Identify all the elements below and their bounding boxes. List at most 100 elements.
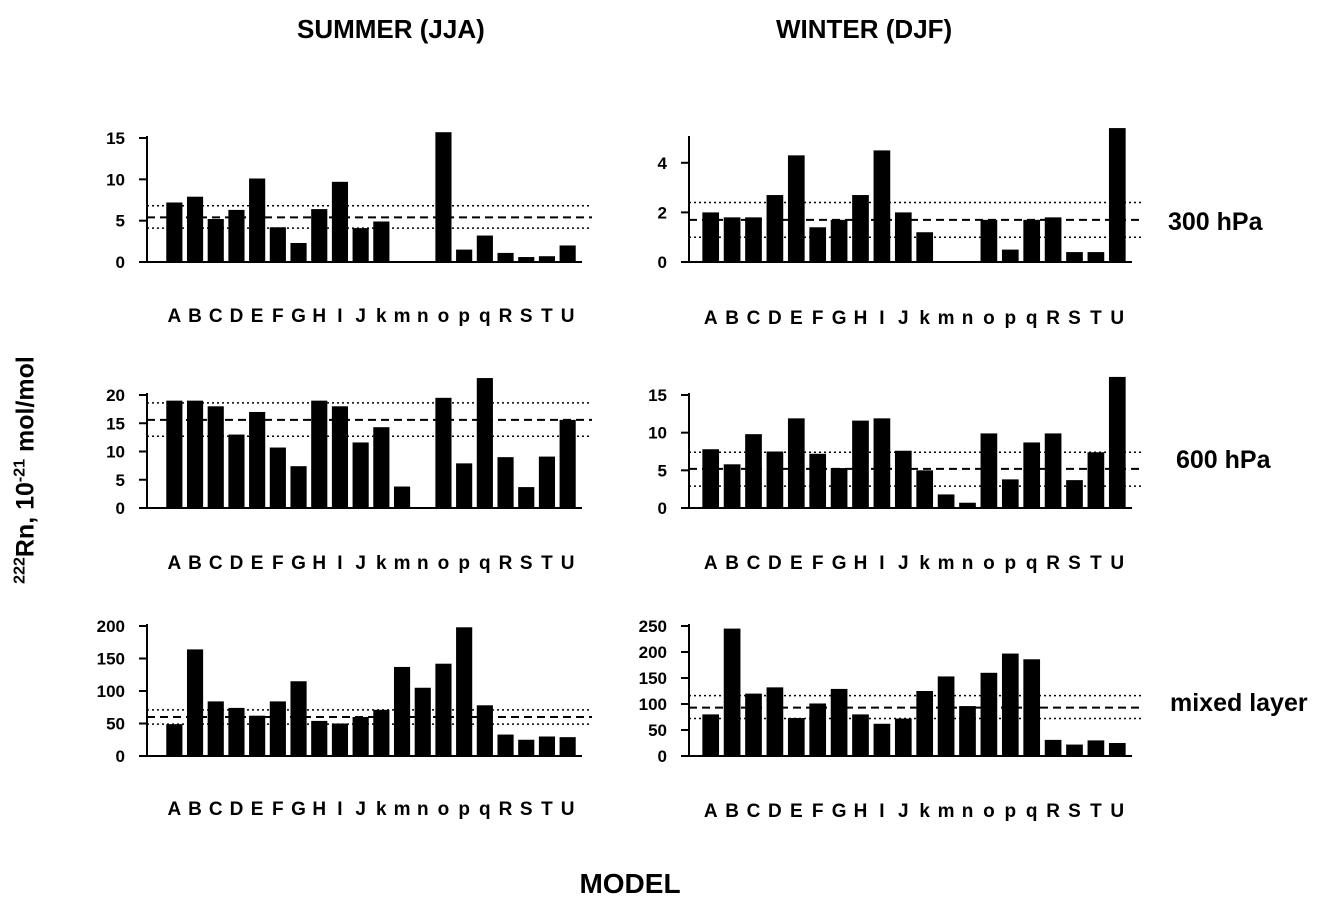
y-tick-label: 0 bbox=[658, 747, 667, 766]
bar-B bbox=[723, 217, 741, 262]
category-label: S bbox=[1068, 308, 1081, 329]
category-label: I bbox=[879, 801, 884, 822]
category-label: C bbox=[209, 799, 223, 820]
bar-D bbox=[766, 195, 784, 262]
y-tick-label: 5 bbox=[116, 471, 125, 490]
bar-H bbox=[311, 720, 328, 756]
category-label: B bbox=[725, 801, 739, 822]
bar-o bbox=[980, 672, 998, 756]
category-label: J bbox=[898, 553, 909, 574]
bar-q bbox=[1023, 442, 1041, 508]
bar-I bbox=[873, 418, 891, 508]
summer-column-title: SUMMER (JJA) bbox=[297, 14, 485, 44]
category-label: J bbox=[898, 801, 909, 822]
bar-k bbox=[373, 221, 390, 262]
category-label: k bbox=[376, 306, 387, 327]
category-label: A bbox=[167, 306, 181, 327]
bar-H bbox=[311, 400, 328, 508]
y-tick-label: 50 bbox=[106, 715, 125, 734]
bar-S bbox=[518, 257, 535, 262]
y-tick-label: 0 bbox=[658, 253, 667, 272]
bar-p bbox=[1001, 653, 1019, 756]
y-tick-label: 15 bbox=[648, 386, 667, 405]
category-label: B bbox=[188, 553, 202, 574]
category-label: q bbox=[1026, 801, 1038, 822]
bar-H bbox=[852, 714, 869, 756]
bar-T bbox=[538, 736, 556, 756]
category-label: n bbox=[962, 801, 974, 822]
category-label: p bbox=[1004, 308, 1016, 329]
category-label: I bbox=[337, 553, 342, 574]
bar-T bbox=[1087, 452, 1105, 508]
category-label: H bbox=[312, 306, 326, 327]
category-label: U bbox=[1110, 308, 1124, 329]
bar-B bbox=[723, 628, 741, 756]
bar-R bbox=[1044, 739, 1062, 756]
category-label: B bbox=[188, 306, 202, 327]
category-label: D bbox=[230, 553, 244, 574]
bar-J bbox=[352, 442, 369, 508]
category-label: S bbox=[1068, 553, 1081, 574]
category-label: n bbox=[962, 308, 974, 329]
category-label: F bbox=[812, 553, 824, 574]
category-label: k bbox=[376, 799, 387, 820]
category-label: k bbox=[376, 553, 387, 574]
category-label: E bbox=[251, 553, 264, 574]
category-label: C bbox=[747, 801, 761, 822]
bar-n bbox=[959, 706, 976, 756]
category-label: G bbox=[291, 799, 306, 820]
category-label: B bbox=[725, 308, 739, 329]
bar-n bbox=[959, 502, 976, 508]
bar-H bbox=[852, 195, 869, 262]
y-tick-label: 200 bbox=[97, 617, 125, 636]
bar-o bbox=[435, 397, 452, 508]
category-label: G bbox=[291, 306, 306, 327]
y-tick-label: 150 bbox=[639, 669, 667, 688]
bar-R bbox=[497, 734, 514, 756]
category-label: U bbox=[561, 553, 575, 574]
category-label: C bbox=[209, 553, 223, 574]
bar-m bbox=[393, 666, 411, 756]
category-label: U bbox=[1110, 801, 1124, 822]
bar-q bbox=[476, 378, 493, 508]
category-label: I bbox=[337, 306, 342, 327]
row-label-mixed-layer: mixed layer bbox=[1170, 689, 1308, 717]
bar-q bbox=[1023, 219, 1041, 262]
bar-C bbox=[207, 406, 224, 508]
category-label: C bbox=[747, 308, 761, 329]
y-tick-label: 10 bbox=[106, 443, 125, 462]
y-tick-label: 0 bbox=[116, 499, 125, 518]
category-label: D bbox=[230, 799, 244, 820]
bar-C bbox=[745, 217, 762, 262]
category-label: I bbox=[337, 799, 342, 820]
bar-D bbox=[228, 209, 245, 262]
category-label: B bbox=[188, 799, 202, 820]
category-label: T bbox=[1090, 553, 1102, 574]
category-label: p bbox=[1004, 553, 1016, 574]
bar-D bbox=[228, 707, 245, 756]
category-label: m bbox=[938, 801, 955, 822]
category-label: H bbox=[854, 308, 868, 329]
bar-E bbox=[787, 718, 805, 756]
bar-C bbox=[207, 219, 224, 262]
bar-U bbox=[1108, 743, 1126, 756]
category-label: R bbox=[1046, 801, 1060, 822]
y-tick-label: 5 bbox=[658, 461, 667, 480]
bar-A bbox=[702, 449, 720, 508]
bar-E bbox=[249, 178, 266, 262]
bar-B bbox=[723, 464, 741, 508]
bar-m bbox=[937, 494, 955, 508]
category-label: m bbox=[394, 553, 411, 574]
category-label: p bbox=[458, 799, 470, 820]
bar-D bbox=[228, 434, 245, 508]
category-label: A bbox=[704, 801, 718, 822]
y-tick-label: 2 bbox=[658, 203, 667, 222]
category-label: J bbox=[355, 799, 366, 820]
bar-I bbox=[331, 181, 349, 262]
bar-J bbox=[894, 718, 912, 756]
bar-I bbox=[873, 150, 891, 262]
y-tick-label: 15 bbox=[106, 414, 125, 433]
bar-S bbox=[1066, 252, 1083, 262]
category-label: I bbox=[879, 308, 884, 329]
